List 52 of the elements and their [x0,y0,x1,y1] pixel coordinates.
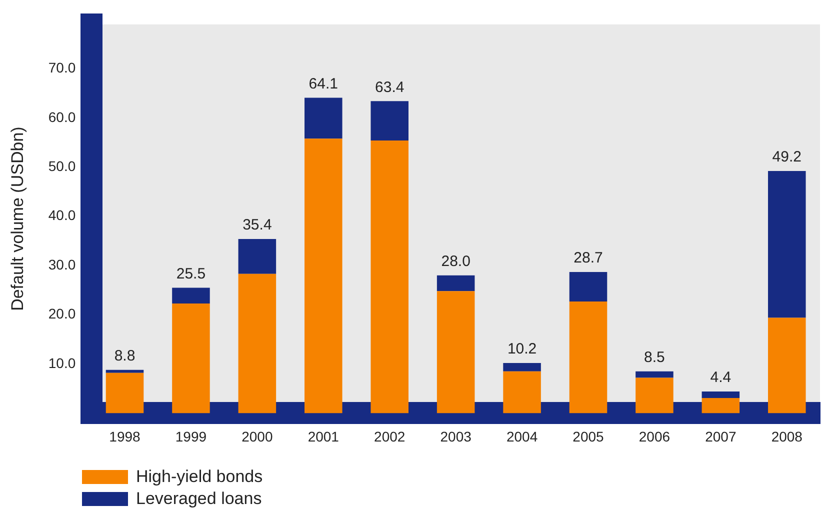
x-tick-label: 2006 [638,428,670,444]
x-tick-label: 2005 [572,428,604,444]
y-tick-label: 70.0 [48,60,76,76]
y-tick-label: 10.0 [48,354,76,371]
y-axis-title: Default volume (USDbn) [8,126,27,311]
bar [172,288,210,304]
bar [503,363,541,372]
bar [569,301,608,414]
y-tick-label: 40.0 [48,207,76,224]
x-tick-label: 2004 [506,428,538,444]
bar [172,303,210,414]
bar [436,291,475,414]
total-label: 35.4 [242,216,272,234]
legend-label: Leveraged loans [136,489,262,509]
x-tick-label: 2000 [242,428,273,444]
total-label: 8.5 [644,349,665,366]
bar [106,370,144,373]
bar [238,274,276,414]
legend-label: High-yield bonds [136,467,263,487]
x-tick-label: 2007 [705,428,736,444]
total-label: 64.1 [308,75,338,92]
total-label: 28.0 [441,253,470,270]
x-tick-label: 2008 [771,428,803,444]
bar [238,238,276,274]
total-label: 8.8 [114,348,136,365]
total-label: 4.4 [710,369,732,386]
bar [370,101,408,141]
x-tick-label: 2002 [374,428,406,444]
y-tick-label: 50.0 [48,158,76,174]
total-label: 10.2 [507,340,537,358]
bar [569,272,608,302]
bar [304,98,342,139]
bar [106,372,144,414]
bar [702,392,740,398]
bar [370,140,408,414]
x-tick-label: 2003 [440,428,472,444]
y-tick-label: 60.0 [48,108,76,125]
x-tick-label: 1999 [175,428,207,444]
bar [503,371,541,414]
bar [768,171,806,318]
total-label: 63.4 [375,78,404,96]
bar [636,371,674,378]
x-tick-label: 2001 [308,428,340,444]
x-tick-label: 1998 [109,428,141,444]
total-label: 49.2 [772,148,802,166]
y-tick-label: 30.0 [48,256,76,272]
total-label: 28.7 [574,250,603,267]
bar [768,318,806,414]
bar [436,275,475,292]
total-label: 25.5 [176,265,206,282]
y-tick-label: 20.0 [48,306,76,322]
bar [304,138,342,414]
